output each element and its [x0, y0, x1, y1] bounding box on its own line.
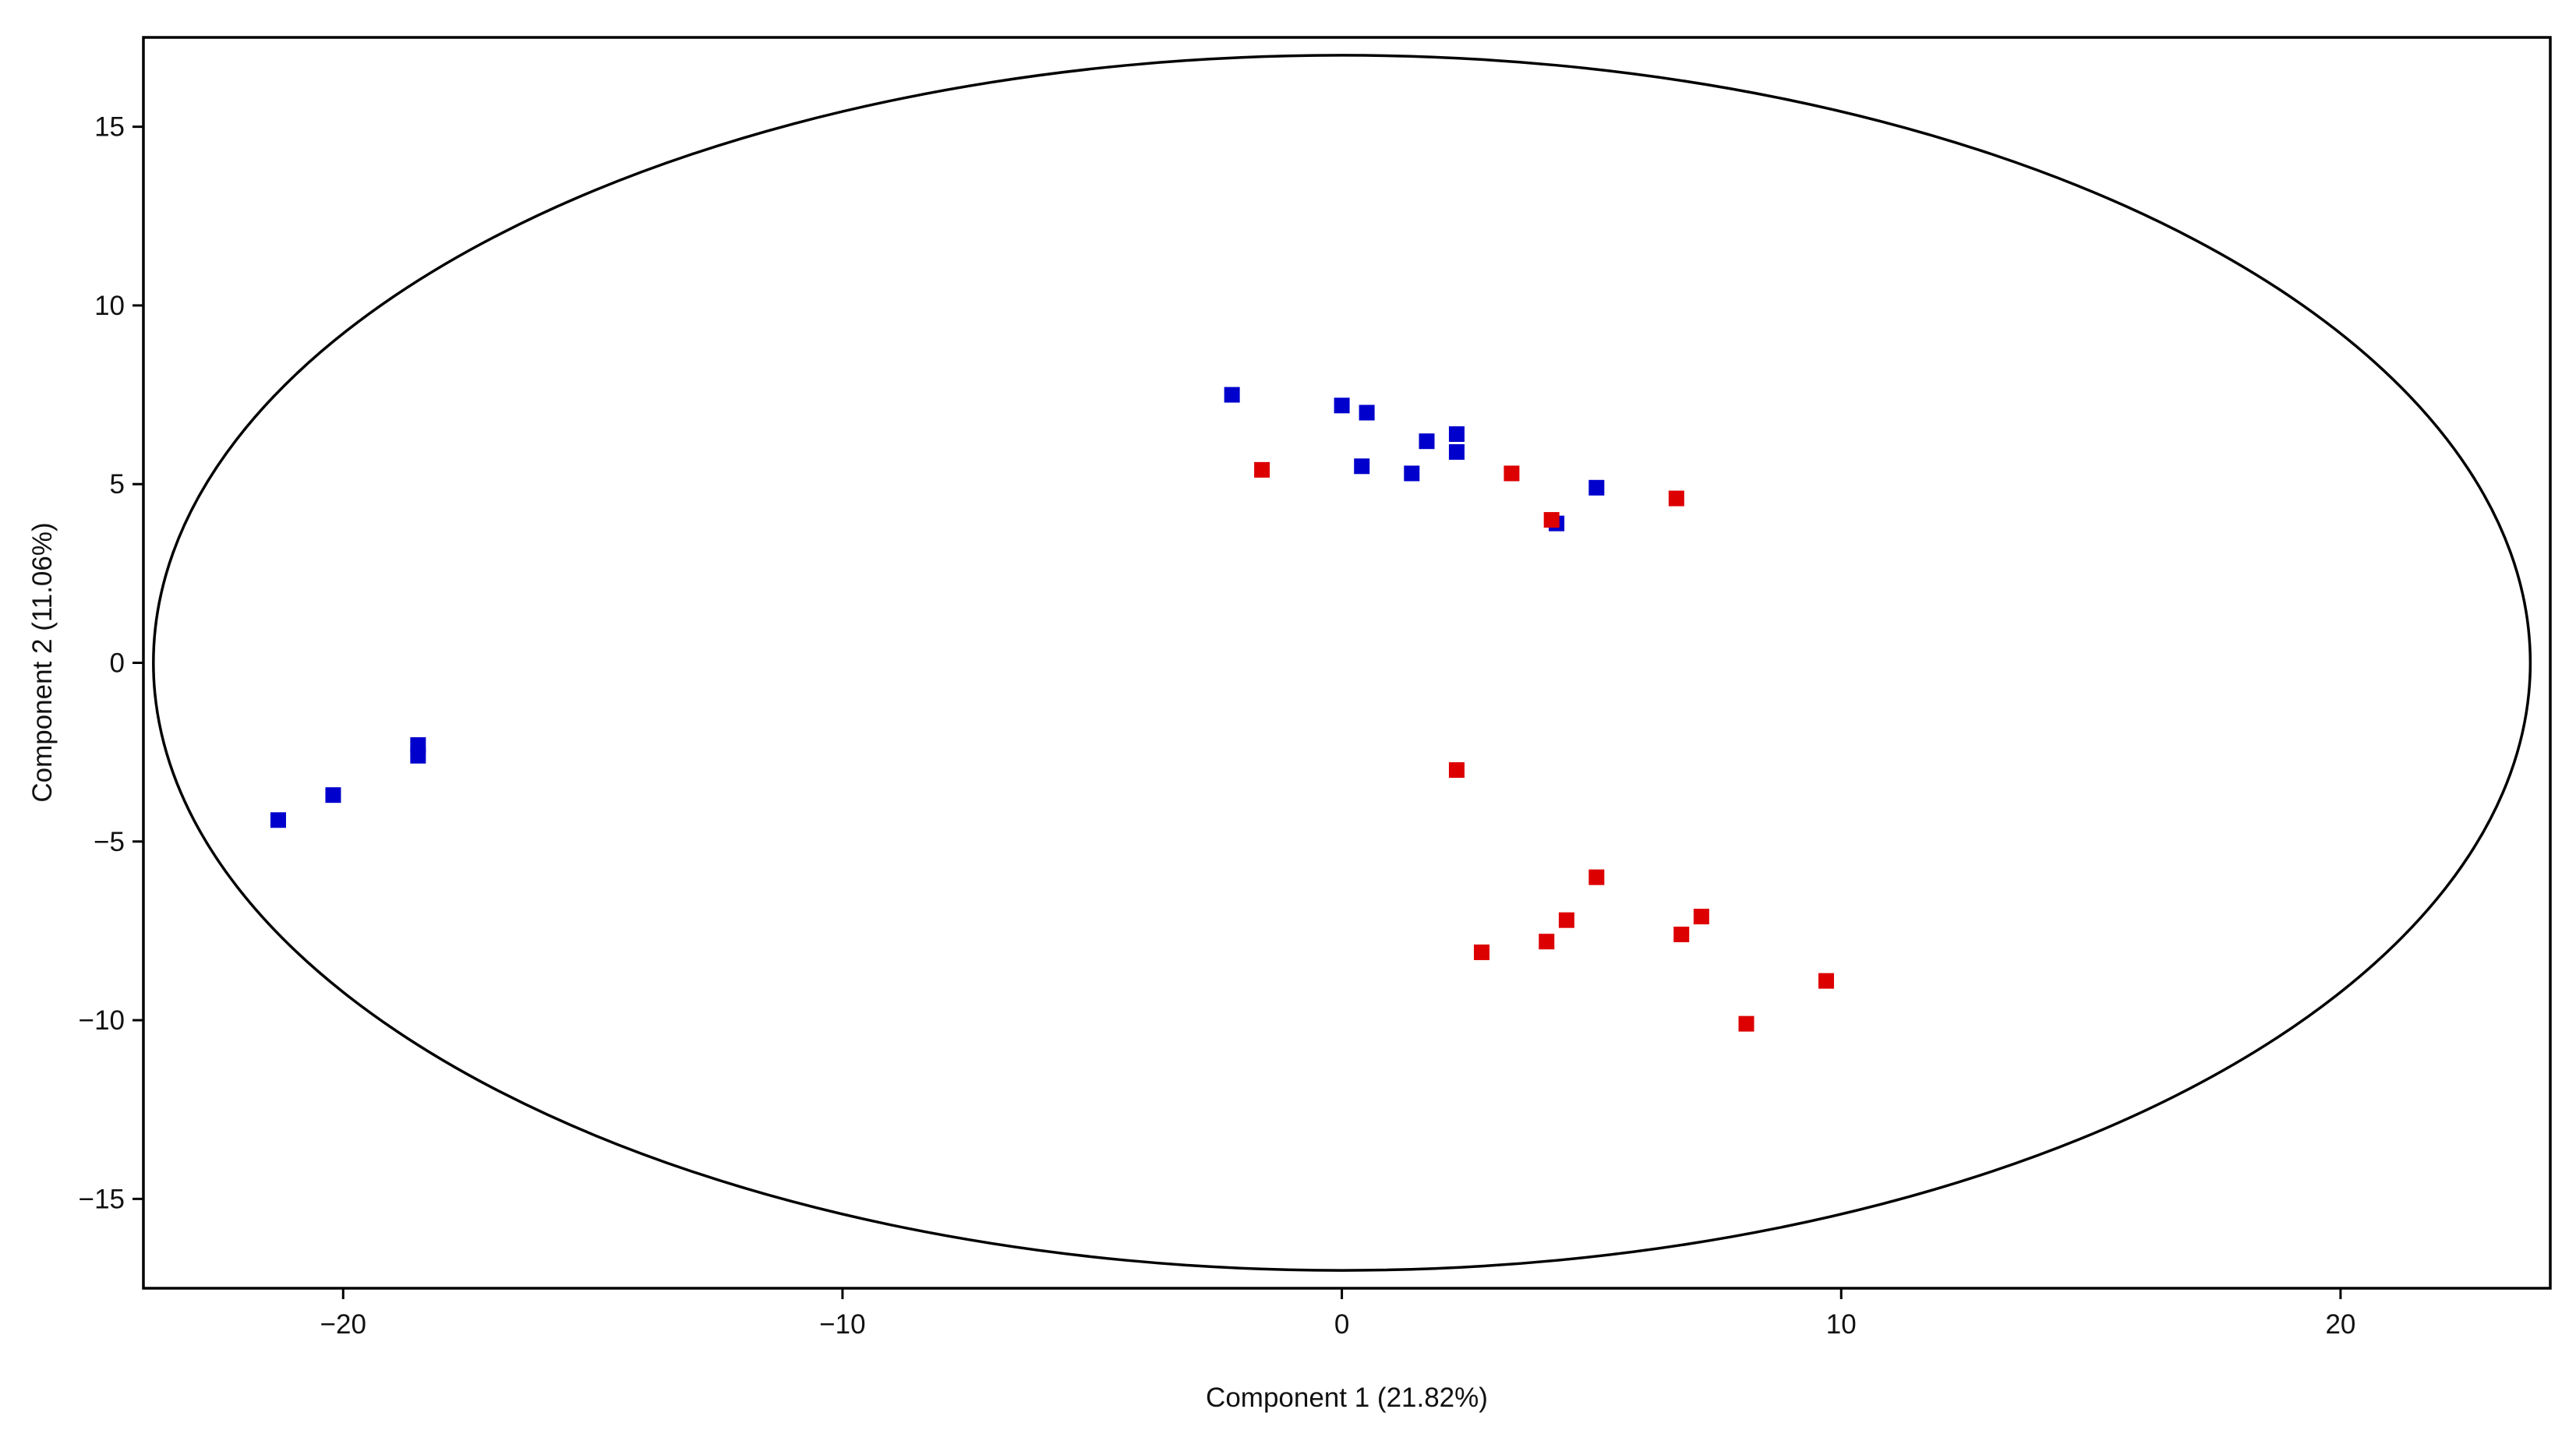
y-tick-label: 0	[110, 648, 125, 679]
y-tick-label: 5	[110, 469, 125, 500]
y-tick-label: 10	[94, 291, 125, 321]
data-point-series-1	[1224, 387, 1240, 403]
data-point-series-2	[1473, 944, 1489, 960]
x-tick-label: −10	[819, 1309, 865, 1340]
data-point-series-1	[1588, 479, 1605, 496]
data-point-series-2	[1254, 461, 1270, 478]
data-point-series-2	[1673, 927, 1690, 943]
ellipse-layer	[152, 54, 2532, 1272]
data-point-series-1	[1448, 426, 1465, 443]
data-point-series-1	[1334, 397, 1350, 414]
x-tick-label: 0	[1334, 1309, 1349, 1340]
y-axis-label: Component 2 (11.06%)	[27, 522, 58, 802]
x-tick-label: 10	[1826, 1309, 1857, 1340]
data-point-series-1	[410, 747, 426, 764]
x-axis-label: Component 1 (21.82%)	[1206, 1383, 1488, 1413]
data-point-series-1	[1404, 465, 1420, 482]
confidence-ellipse	[152, 54, 2532, 1272]
data-point-series-1	[325, 787, 341, 803]
data-point-series-1	[1359, 404, 1375, 421]
points-layer	[270, 387, 1835, 1032]
data-point-series-2	[1818, 973, 1835, 989]
x-tick-label: 20	[2325, 1309, 2355, 1340]
x-tick-label: −20	[320, 1309, 366, 1340]
data-point-series-1	[1354, 458, 1370, 475]
data-point-series-1	[1419, 433, 1435, 450]
data-point-series-2	[1539, 934, 1555, 950]
data-point-series-2	[1558, 912, 1574, 928]
y-tick-label: −10	[79, 1005, 125, 1036]
data-point-series-2	[1693, 909, 1709, 925]
y-tick-label: −15	[79, 1184, 125, 1214]
y-tick-label: 15	[94, 112, 125, 143]
data-point-series-2	[1448, 762, 1465, 779]
x-axis-ticks: −20 −10 0 10 20	[320, 1288, 2355, 1340]
data-point-series-2	[1668, 490, 1684, 507]
data-point-series-2	[1543, 512, 1560, 528]
data-point-series-2	[1738, 1015, 1754, 1032]
data-point-series-1	[1448, 443, 1465, 460]
y-axis-ticks: −15 −10 −5 0 5 10 15	[79, 112, 143, 1214]
data-point-series-2	[1588, 869, 1605, 885]
y-tick-label: −5	[94, 827, 125, 857]
data-point-series-2	[1504, 465, 1520, 482]
data-point-series-1	[270, 812, 286, 828]
